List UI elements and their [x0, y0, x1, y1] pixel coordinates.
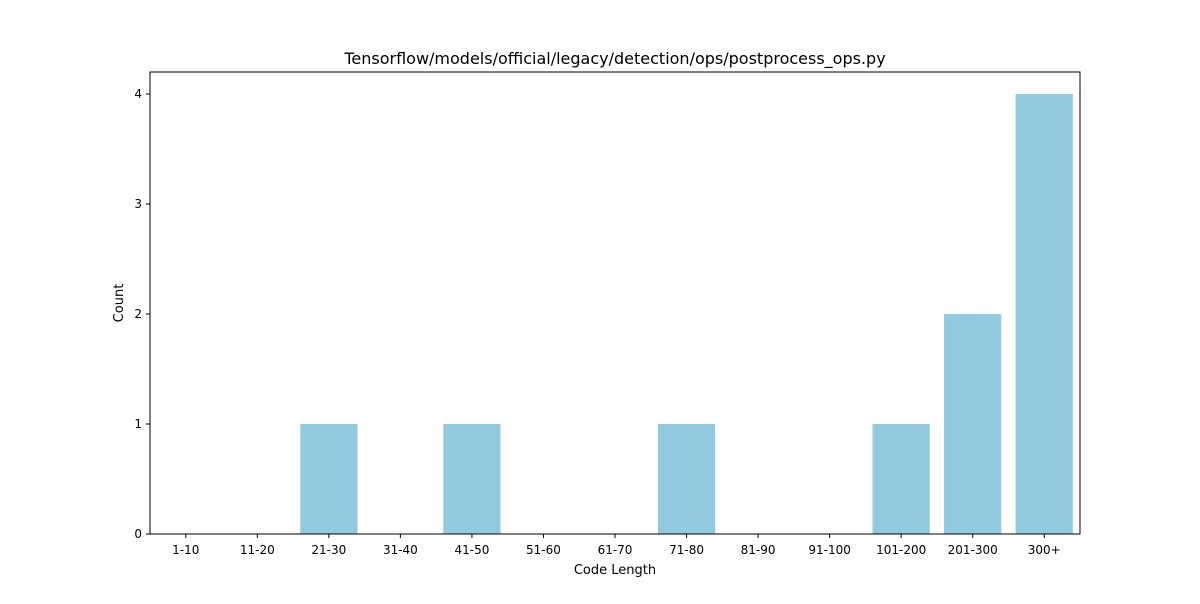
y-tick-label: 0: [134, 527, 142, 541]
bar-101-200: [872, 424, 930, 534]
x-tick-label: 31-40: [383, 543, 418, 557]
x-tick-label: 101-200: [876, 543, 926, 557]
bar-71-80: [657, 424, 716, 534]
y-tick-label: 3: [134, 197, 142, 211]
x-tick-label: 21-30: [311, 543, 346, 557]
x-tick-label: 300+: [1028, 543, 1061, 557]
x-tick-label: 91-100: [808, 543, 851, 557]
y-tick-label: 1: [134, 417, 142, 431]
bar-201-300: [944, 314, 1002, 534]
bar-21-30: [300, 424, 358, 534]
bars-group: [300, 94, 1073, 534]
x-tick-label: 61-70: [598, 543, 633, 557]
x-axis-ticks: 1-10 11-20 21-30 31-40 41-50 51-60 61-70 71-80 8…: [172, 534, 1061, 557]
x-tick-label: 71-80: [669, 543, 704, 557]
y-axis-label: Count: [112, 284, 127, 323]
bar-41-50: [443, 424, 501, 534]
x-tick-label: 81-90: [741, 543, 776, 557]
plot-area-frame: [149, 71, 1081, 535]
x-tick-label: 41-50: [454, 543, 489, 557]
chart-title: Tensorflow/models/official/legacy/detect…: [343, 49, 885, 69]
x-tick-label: 51-60: [526, 543, 561, 557]
x-axis-label: Code Length: [574, 563, 656, 578]
x-tick-label: 11-20: [240, 543, 275, 557]
x-tick-label: 201-300: [948, 543, 998, 557]
x-tick-label: 1-10: [172, 543, 199, 557]
y-axis-ticks: 0 1 2 3 4: [134, 87, 150, 541]
y-tick-label: 2: [134, 307, 142, 321]
y-tick-label: 4: [134, 87, 142, 101]
bar-300+: [1015, 94, 1073, 534]
